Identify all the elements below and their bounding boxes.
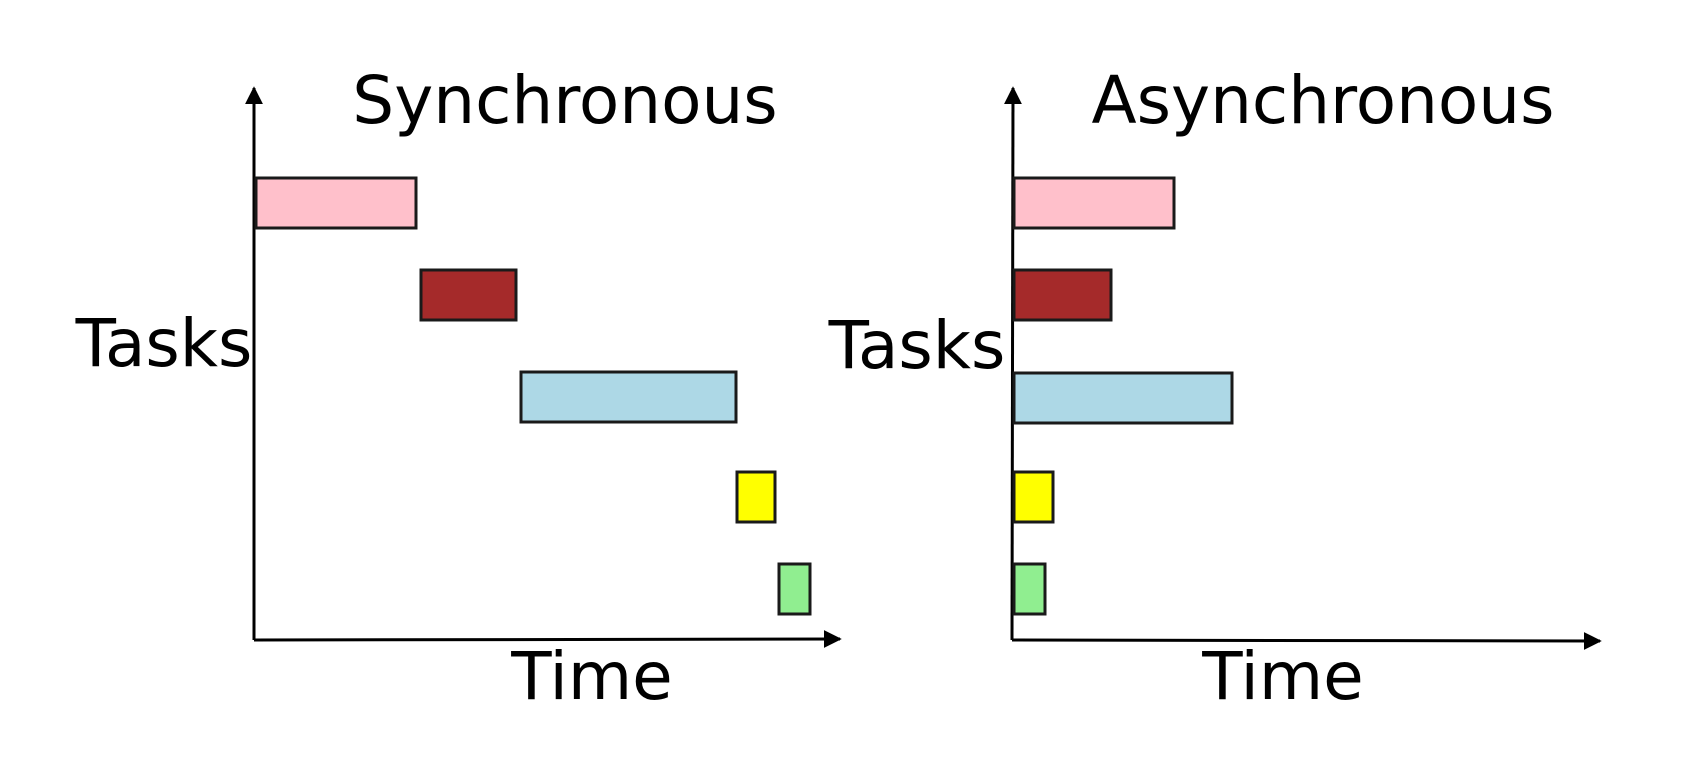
x-axis xyxy=(1011,631,1602,650)
task-bar-1 xyxy=(1012,176,1176,230)
task-bar-5 xyxy=(777,562,812,616)
x-axis-label: Time xyxy=(510,638,673,715)
panel-synchronous: Synchronous Tasks Time xyxy=(75,62,842,715)
y-axis xyxy=(1003,86,1022,641)
task-bar-4 xyxy=(1012,470,1055,524)
panel-title: Asynchronous xyxy=(1091,62,1554,139)
task-bar-3 xyxy=(519,370,738,424)
task-bar-1 xyxy=(254,176,418,230)
x-axis xyxy=(253,630,842,649)
y-axis-label: Tasks xyxy=(75,305,253,382)
task-bars xyxy=(1012,176,1234,616)
task-bar-2 xyxy=(419,268,518,322)
panel-asynchronous: Asynchronous Tasks Time xyxy=(828,62,1602,715)
task-bars xyxy=(254,176,812,616)
y-axis-label: Tasks xyxy=(828,307,1006,384)
task-bar-3 xyxy=(1012,371,1234,425)
task-bar-2 xyxy=(1012,268,1113,322)
task-bar-5 xyxy=(1012,562,1047,616)
panel-title: Synchronous xyxy=(352,62,777,139)
task-bar-4 xyxy=(735,470,777,524)
x-axis-label: Time xyxy=(1201,638,1364,715)
